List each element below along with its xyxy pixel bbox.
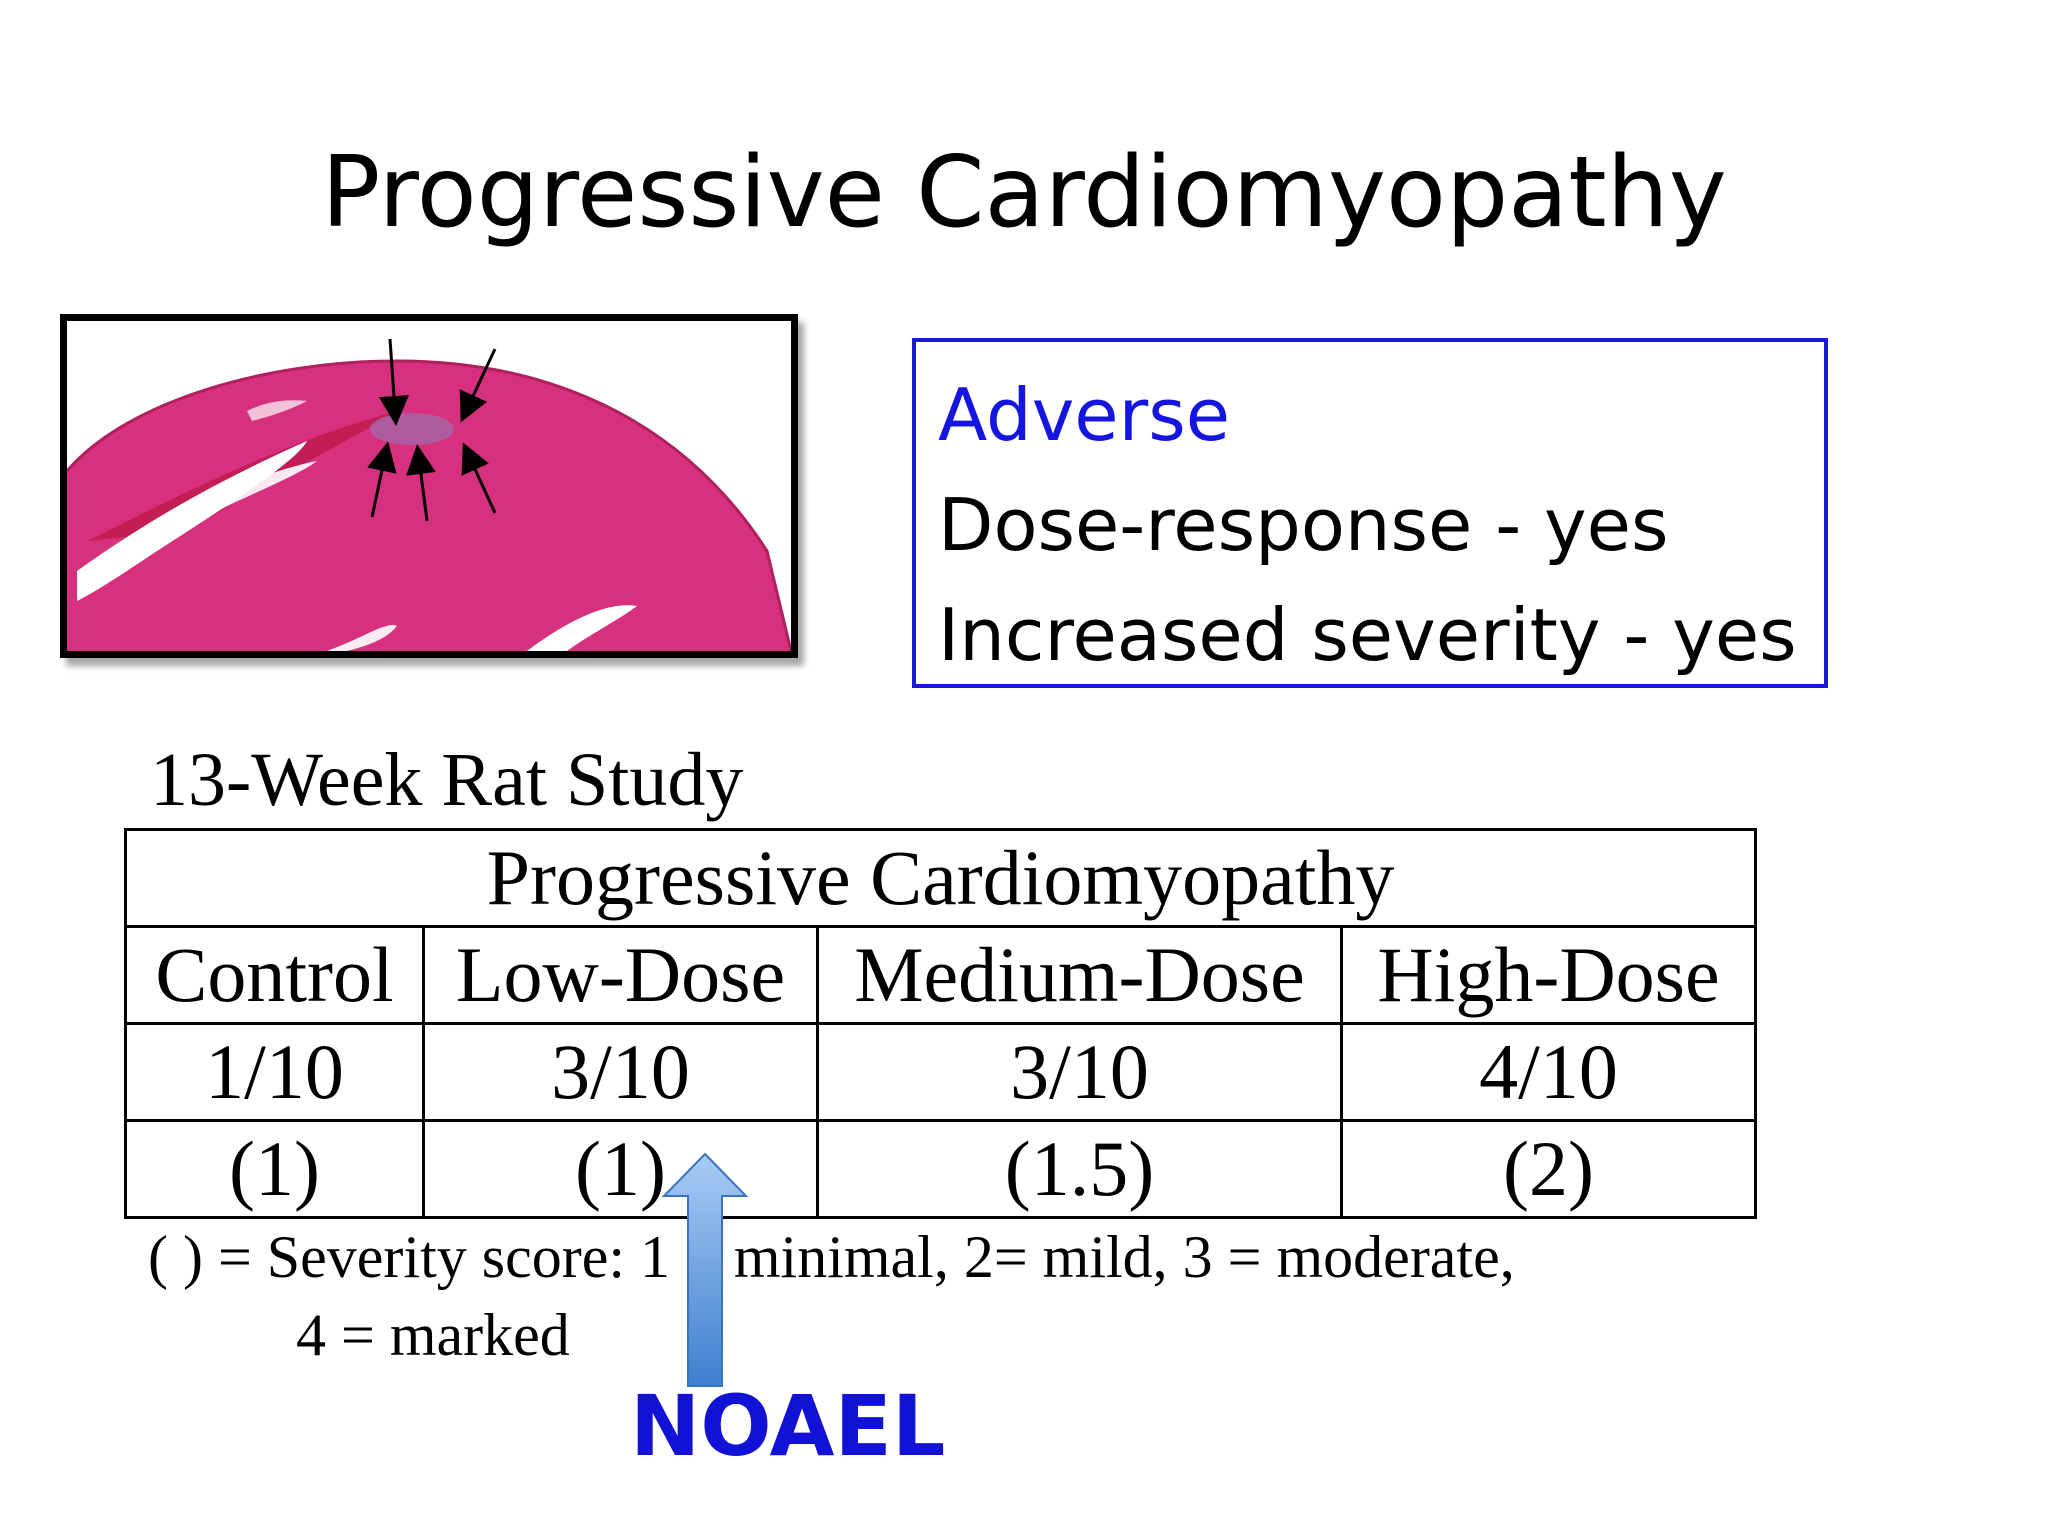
severity-cell: (2) [1339, 1119, 1758, 1219]
incidence-cell: 3/10 [816, 1022, 1343, 1122]
heart-tissue-histology-icon [67, 321, 791, 651]
column-header: High-Dose [1339, 925, 1758, 1025]
table-row-severity: (1) (1) (1.5) (2) [124, 1119, 1758, 1219]
finding-dose-response: Dose-response - yes [938, 483, 1669, 567]
noael-up-arrow-icon [661, 1152, 749, 1387]
table-header-row: Progressive Cardiomyopathy [123, 828, 1758, 928]
column-header: Medium-Dose [816, 925, 1343, 1025]
table-columns-row: Control Low-Dose Medium-Dose High-Dose [124, 925, 1758, 1025]
incidence-cell: 1/10 [124, 1022, 425, 1122]
footnote-line-2: 4 = marked [296, 1302, 570, 1368]
incidence-cell: 4/10 [1339, 1022, 1758, 1122]
column-header: Low-Dose [422, 925, 819, 1025]
results-table: Progressive Cardiomyopathy Control Low-D… [123, 828, 1758, 1219]
finding-increased-severity: Increased severity - yes [938, 593, 1797, 677]
footnote-line-1: ( ) = Severity score: 1 = minimal, 2= mi… [148, 1224, 1515, 1290]
findings-box: Adverse Dose-response - yes Increased se… [912, 338, 1828, 688]
severity-cell: (1.5) [816, 1119, 1343, 1219]
severity-cell: (1) [124, 1119, 425, 1219]
study-title: 13-Week Rat Study [150, 738, 744, 822]
table-row-incidence: 1/10 3/10 3/10 4/10 [124, 1022, 1758, 1122]
finding-adverse: Adverse [938, 373, 1231, 457]
severity-cell: (1) [422, 1119, 819, 1219]
noael-label: NOAEL [630, 1377, 946, 1475]
slide-title: Progressive Cardiomyopathy [321, 136, 1727, 250]
column-header: Control [124, 925, 425, 1025]
incidence-cell: 3/10 [422, 1022, 819, 1122]
table-header: Progressive Cardiomyopathy [123, 828, 1758, 928]
footnote: ( ) = Severity score: 1 = minimal, 2= mi… [148, 1218, 1515, 1374]
histology-image [60, 314, 798, 658]
